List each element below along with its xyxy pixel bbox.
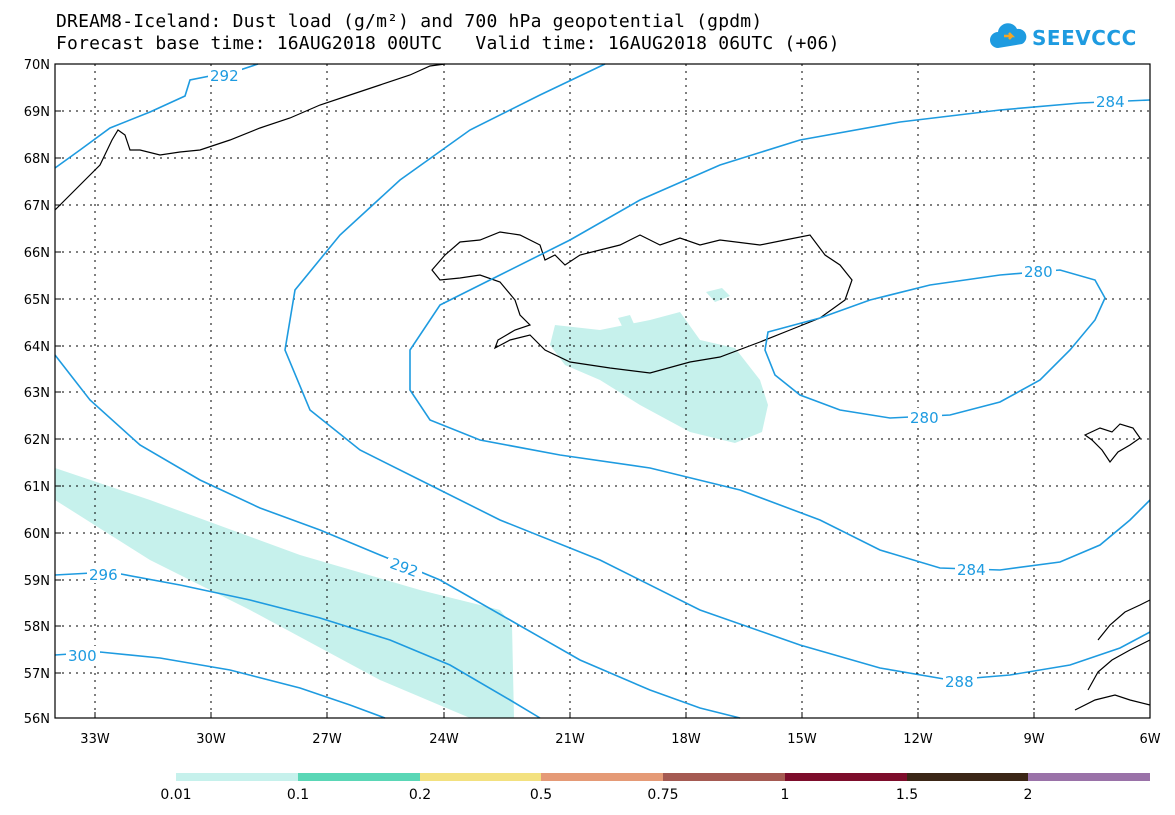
- colorbar-label: 0.2: [408, 787, 432, 803]
- contour-label: 280: [910, 409, 939, 427]
- coastlines: [54, 63, 1151, 711]
- colorbar-swatch: [1028, 773, 1150, 781]
- colorbar-swatch: [176, 773, 298, 781]
- contour-284: [409, 99, 1151, 571]
- greenland-coast: [54, 63, 446, 211]
- dust-area-iceland-small: [706, 288, 730, 302]
- map-frame: [54, 63, 1151, 719]
- contour-label: 288: [945, 673, 974, 691]
- colorbar-label: 0.75: [647, 787, 679, 803]
- lat-label: 59N: [24, 574, 50, 589]
- lon-label: 33W: [80, 732, 110, 747]
- colorbar: [176, 773, 1150, 781]
- lat-label: 56N: [24, 712, 50, 727]
- lon-label: 9W: [1023, 732, 1044, 747]
- geopotential-contours: [54, 63, 1151, 719]
- contour-288: [284, 63, 1151, 681]
- dust-area-southwest: [55, 468, 514, 718]
- colorbar-label: 0.1: [286, 787, 310, 803]
- lat-label: 60N: [24, 527, 50, 542]
- lat-label: 69N: [24, 105, 50, 120]
- colorbar-swatch: [663, 773, 785, 781]
- colorbar-swatch: [298, 773, 420, 781]
- dust-area-iceland: [550, 312, 768, 443]
- contour-292-south: [54, 354, 741, 719]
- lon-label: 15W: [787, 732, 817, 747]
- lat-label: 65N: [24, 293, 50, 308]
- contour-280: [764, 269, 1106, 419]
- colorbar-swatch: [420, 773, 541, 781]
- colorbar-label: 0.5: [529, 787, 553, 803]
- scotland-coast: [1074, 599, 1151, 711]
- dust-areas: [55, 288, 768, 718]
- logo-text: SEEVCCC: [1032, 26, 1137, 50]
- contour-300: [54, 651, 386, 719]
- iceland-coast: [431, 231, 853, 374]
- map-title-line1: DREAM8-Iceland: Dust load (g/m²) and 700…: [56, 11, 763, 32]
- contour-labels: 292 284 280 280 292 296 284 300 288: [66, 66, 1128, 691]
- contour-label: 284: [957, 561, 986, 579]
- lat-label: 62N: [24, 433, 50, 448]
- colorbar-swatch: [785, 773, 907, 781]
- lat-label: 70N: [24, 58, 50, 73]
- contour-296: [54, 571, 541, 719]
- lat-label: 58N: [24, 620, 50, 635]
- lon-label: 21W: [555, 732, 585, 747]
- faroe-coast: [1083, 423, 1141, 464]
- contour-label: 284: [1096, 93, 1125, 111]
- lon-label: 24W: [429, 732, 459, 747]
- colorbar-swatch: [907, 773, 1028, 781]
- contour-label: 280: [1024, 263, 1053, 281]
- colorbar-label: 1: [780, 787, 790, 803]
- dust-area-iceland-small2: [618, 315, 634, 326]
- colorbar-swatch: [541, 773, 663, 781]
- graticule: [55, 64, 1150, 718]
- contour-label: 292: [210, 67, 239, 85]
- lon-label: 30W: [196, 732, 226, 747]
- colorbar-label: 1.5: [895, 787, 919, 803]
- map-title-line2: Forecast base time: 16AUG2018 00UTC Vali…: [56, 33, 840, 54]
- lat-label: 63N: [24, 386, 50, 401]
- lon-label: 6W: [1139, 732, 1160, 747]
- latitude-axis: 70N 69N 68N 67N 66N 65N 64N 63N 62N 61N …: [24, 58, 61, 727]
- lat-label: 61N: [24, 480, 50, 495]
- lon-label: 12W: [903, 732, 933, 747]
- lon-label: 18W: [671, 732, 701, 747]
- seevccc-logo: SEEVCCC: [990, 20, 1150, 60]
- contour-label: 300: [68, 647, 97, 665]
- colorbar-label: 0.01: [160, 787, 192, 803]
- lat-label: 64N: [24, 340, 50, 355]
- cloud-logo-icon: [990, 23, 1027, 48]
- lat-label: 68N: [24, 152, 50, 167]
- lat-label: 57N: [24, 667, 50, 682]
- longitude-axis: 33W 30W 27W 24W 21W 18W 15W 12W 9W 6W: [80, 712, 1161, 747]
- contour-label: 296: [89, 566, 118, 584]
- lat-label: 67N: [24, 199, 50, 214]
- colorbar-label: 2: [1023, 787, 1033, 803]
- lat-label: 66N: [24, 246, 50, 261]
- lon-label: 27W: [312, 732, 342, 747]
